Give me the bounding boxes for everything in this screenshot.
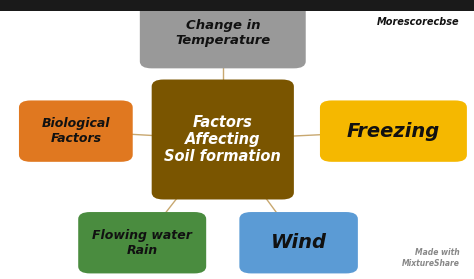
Text: Wind: Wind [271, 233, 327, 252]
Text: Biological
Factors: Biological Factors [42, 117, 110, 145]
FancyBboxPatch shape [78, 212, 206, 273]
FancyBboxPatch shape [152, 80, 294, 199]
FancyBboxPatch shape [320, 100, 467, 162]
Text: Made with
MixtureShare: Made with MixtureShare [402, 248, 460, 268]
Text: Change in
Temperature: Change in Temperature [175, 20, 270, 47]
FancyBboxPatch shape [140, 0, 306, 68]
Text: Morescorecbse: Morescorecbse [377, 17, 460, 27]
Text: Freezing: Freezing [347, 122, 440, 141]
Text: Factors
Affecting
Soil formation: Factors Affecting Soil formation [164, 115, 281, 164]
Text: Flowing water
Rain: Flowing water Rain [92, 229, 192, 257]
FancyBboxPatch shape [239, 212, 358, 273]
FancyBboxPatch shape [19, 100, 133, 162]
FancyBboxPatch shape [0, 0, 474, 11]
